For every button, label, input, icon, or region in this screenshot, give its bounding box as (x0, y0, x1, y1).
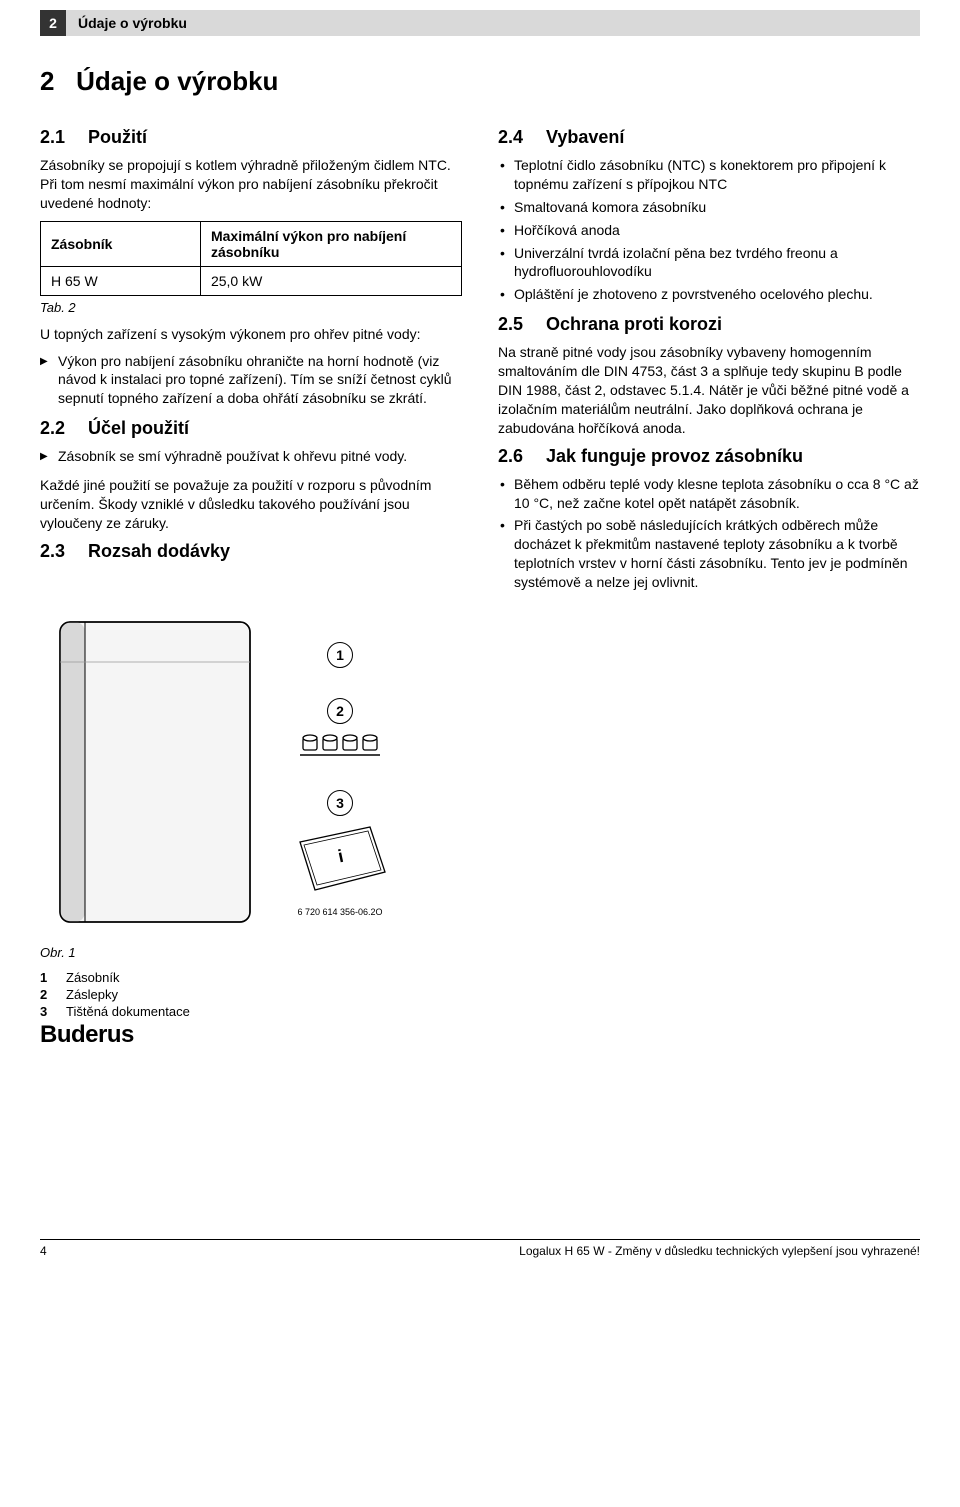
page-header: 2 Údaje o výrobku (40, 10, 920, 36)
section-title: Účel použití (88, 418, 189, 439)
header-section-title: Údaje o výrobku (66, 10, 920, 36)
paragraph: U topných zařízení s vysokým výkonem pro… (40, 325, 462, 344)
section-title: Vybavení (546, 127, 624, 148)
footer-block: Buderus 4 Logalux H 65 W - Změny v důsle… (40, 1021, 920, 1258)
section-number: 2.1 (40, 127, 88, 148)
section-number: 2.5 (498, 314, 546, 335)
content-columns: 2.1 Použití Zásobníky se propojují s kot… (40, 119, 920, 602)
legend-number: 3 (40, 1004, 56, 1019)
list-item: Zásobník se smí výhradně používat k ohře… (40, 447, 462, 466)
legend-row: 2 Záslepky (40, 987, 920, 1002)
table-header-cell: Maximální výkon pro nabíjení zásobníku (200, 221, 461, 266)
callout-column: 1 2 3 i 6 720 614 356-06.2O (290, 612, 390, 917)
callout-number: 1 (327, 642, 353, 668)
legend-number: 2 (40, 987, 56, 1002)
callout-3-group: 3 i 6 720 614 356-06.2O (290, 790, 390, 917)
tank-illustration (40, 612, 270, 935)
footer-text: Logalux H 65 W - Změny v důsledku techni… (519, 1244, 920, 1258)
section-number: 2.3 (40, 541, 88, 562)
list-item: Hořčíková anoda (498, 221, 920, 240)
section-heading-2-4: 2.4 Vybavení (498, 127, 920, 148)
section-title: Jak funguje provoz zásobníku (546, 446, 803, 467)
table-cell: H 65 W (41, 266, 201, 295)
right-column: 2.4 Vybavení Teplotní čidlo zásobníku (N… (498, 119, 920, 602)
callout-1-group: 1 (290, 642, 390, 668)
header-section-number: 2 (40, 10, 66, 36)
callout-number: 2 (327, 698, 353, 724)
list-item: Teplotní čidlo zásobníku (NTC) s konekto… (498, 156, 920, 194)
callout-2-group: 2 (290, 698, 390, 760)
section-title: Ochrana proti korozi (546, 314, 722, 335)
chapter-number: 2 (40, 66, 54, 96)
chapter-heading: 2 Údaje o výrobku (40, 66, 920, 97)
bullet-list: Teplotní čidlo zásobníku (NTC) s konekto… (498, 156, 920, 304)
list-item: Univerzální tvrdá izolační pěna bez tvrd… (498, 244, 920, 282)
list-item: Výkon pro nabíjení zásobníku ohraničte n… (40, 352, 462, 409)
table-header-cell: Zásobník (41, 221, 201, 266)
documentation-icon: i (290, 822, 390, 897)
section-title: Rozsah dodávky (88, 541, 230, 562)
page-number: 4 (40, 1244, 47, 1258)
section-heading-2-6: 2.6 Jak funguje provoz zásobníku (498, 446, 920, 467)
legend-number: 1 (40, 970, 56, 985)
section-heading-2-5: 2.5 Ochrana proti korozi (498, 314, 920, 335)
legend-text: Zásobník (66, 970, 119, 985)
paragraph: Zásobníky se propojují s kotlem výhradně… (40, 156, 462, 213)
legend-row: 1 Zásobník (40, 970, 920, 985)
scope-of-delivery-figure: 1 2 3 i 6 720 614 356-06.2O (40, 612, 920, 935)
table-cell: 25,0 kW (200, 266, 461, 295)
section-number: 2.4 (498, 127, 546, 148)
brand-logo: Buderus (40, 1021, 920, 1049)
section-number: 2.6 (498, 446, 546, 467)
list-item: Během odběru teplé vody klesne teplota z… (498, 475, 920, 513)
list-item: Opláštění je zhotoveno z povrstveného oc… (498, 285, 920, 304)
action-list: Výkon pro nabíjení zásobníku ohraničte n… (40, 352, 462, 409)
section-number: 2.2 (40, 418, 88, 439)
list-item: Při častých po sobě následujících krátký… (498, 516, 920, 592)
bullet-list: Během odběru teplé vody klesne teplota z… (498, 475, 920, 592)
table-caption: Tab. 2 (40, 300, 462, 315)
plugs-icon (295, 730, 385, 760)
section-heading-2-3: 2.3 Rozsah dodávky (40, 541, 462, 562)
callout-number: 3 (327, 790, 353, 816)
section-heading-2-1: 2.1 Použití (40, 127, 462, 148)
paragraph: Na straně pitné vody jsou zásobníky vyba… (498, 343, 920, 437)
page-footer: 4 Logalux H 65 W - Změny v důsledku tech… (40, 1239, 920, 1258)
section-heading-2-2: 2.2 Účel použití (40, 418, 462, 439)
section-title: Použití (88, 127, 147, 148)
paragraph: Každé jiné použití se považuje za použit… (40, 476, 462, 533)
legend-text: Tištěná dokumentace (66, 1004, 190, 1019)
left-column: 2.1 Použití Zásobníky se propojují s kot… (40, 119, 462, 602)
legend-row: 3 Tištěná dokumentace (40, 1004, 920, 1019)
power-table: Zásobník Maximální výkon pro nabíjení zá… (40, 221, 462, 296)
figure-caption: Obr. 1 (40, 945, 920, 960)
action-list: Zásobník se smí výhradně používat k ohře… (40, 447, 462, 466)
chapter-title: Údaje o výrobku (76, 66, 278, 96)
tank-svg (40, 612, 270, 932)
list-item: Smaltovaná komora zásobníku (498, 198, 920, 217)
figure-document-id: 6 720 614 356-06.2O (297, 907, 382, 917)
figure-legend: 1 Zásobník 2 Záslepky 3 Tištěná dokument… (40, 970, 920, 1019)
legend-text: Záslepky (66, 987, 118, 1002)
